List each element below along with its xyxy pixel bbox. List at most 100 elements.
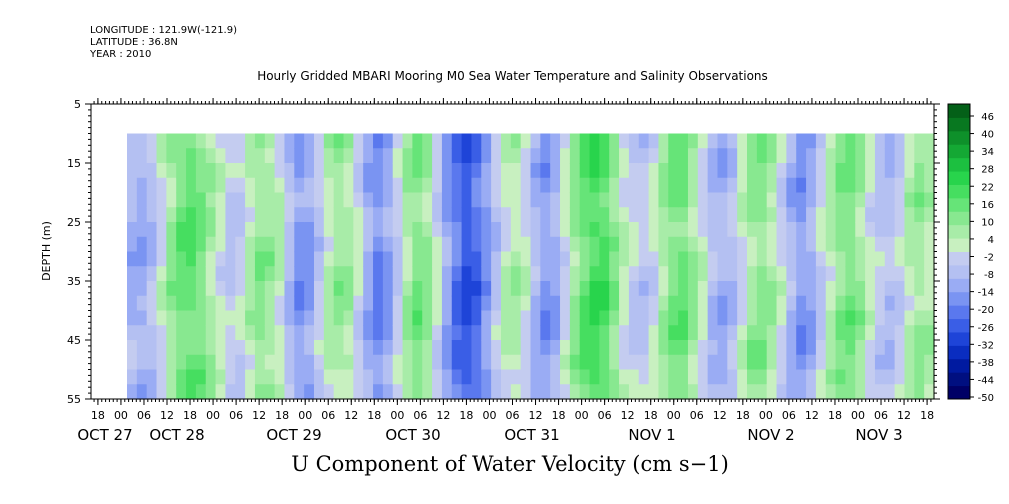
heatmap-cell [392, 163, 404, 179]
heatmap-cell [894, 354, 906, 371]
heatmap-cell [747, 384, 758, 400]
heatmap-cell [687, 340, 699, 356]
heatmap-cell [609, 148, 620, 164]
heatmap-cell [747, 340, 758, 356]
heatmap-cell [284, 192, 295, 208]
heatmap-cell [904, 177, 915, 194]
heatmap-cell [127, 192, 138, 208]
heatmap-cell [245, 236, 256, 253]
heatmap-cell [304, 281, 315, 297]
heatmap-cell [599, 266, 610, 282]
heatmap-cell [205, 281, 217, 297]
heatmap-cell [678, 384, 689, 400]
heatmap-cell [471, 133, 482, 149]
heatmap-cell [412, 340, 423, 356]
heatmap-cell [766, 163, 778, 179]
heatmap-cell [776, 281, 787, 297]
heatmap-cell [619, 340, 630, 356]
heatmap-cell [707, 340, 719, 356]
heatmap-cell [284, 148, 295, 164]
heatmap-cell [550, 281, 561, 297]
heatmap-cell [874, 192, 886, 208]
heatmap-cell [500, 148, 512, 164]
heatmap-cell [648, 295, 660, 312]
heatmap-cell [205, 236, 217, 253]
heatmap-cell [687, 192, 699, 208]
heatmap-cell [353, 222, 364, 238]
heatmap-cell [451, 251, 463, 267]
heatmap-cell [510, 281, 522, 297]
heatmap-cell [235, 251, 246, 267]
heatmap-cell [491, 133, 502, 149]
heatmap-cell [865, 177, 876, 194]
heatmap-cell [343, 295, 354, 312]
heatmap-cell [796, 192, 807, 208]
heatmap-cell [215, 266, 227, 282]
heatmap-cell [550, 340, 561, 356]
heatmap-cell [914, 133, 925, 149]
heatmap-cell [628, 222, 640, 238]
heatmap-cell [313, 192, 325, 208]
heatmap-cell [638, 354, 650, 371]
heatmap-cell [412, 177, 423, 194]
heatmap-cell [146, 281, 158, 297]
heatmap-cell [127, 340, 138, 356]
heatmap-cell [609, 222, 620, 238]
heatmap-cell [186, 295, 197, 312]
x-tick-label: 18 [736, 409, 750, 422]
heatmap-cell [510, 266, 522, 282]
colorbar-label: -2 [984, 253, 994, 264]
heatmap-cell [727, 340, 738, 356]
heatmap-cell [264, 384, 276, 400]
heatmap-cell [737, 310, 748, 326]
heatmap-cell [500, 340, 512, 356]
heatmap-cell [678, 192, 689, 208]
heatmap-cell [313, 207, 325, 223]
heatmap-cell [560, 177, 571, 194]
heatmap-cell [373, 310, 384, 326]
heatmap-cell [589, 163, 600, 179]
heatmap-cell [747, 295, 758, 312]
colorbar-label: -32 [978, 340, 994, 351]
heatmap-cell [186, 192, 197, 208]
heatmap-cell [254, 369, 266, 385]
heatmap-cell [215, 236, 227, 253]
heatmap-cell [530, 163, 541, 179]
heatmap-cell [569, 148, 581, 164]
heatmap-cell [609, 207, 620, 223]
heatmap-cell [264, 207, 276, 223]
heatmap-cell [491, 369, 502, 385]
heatmap-cell [717, 369, 728, 385]
heatmap-cell [678, 281, 689, 297]
heatmap-cell [766, 354, 778, 371]
heatmap-cell [254, 222, 266, 238]
heatmap-cell [707, 310, 719, 326]
heatmap-cell [628, 266, 640, 282]
heatmap-cell [363, 325, 374, 341]
colorbar-segment [948, 385, 970, 400]
heatmap-cell [294, 163, 305, 179]
heatmap-cell [756, 222, 768, 238]
heatmap-cell [333, 295, 345, 312]
colorbar-label: 34 [981, 147, 994, 158]
heatmap-cell [451, 133, 463, 149]
heatmap-cell [589, 148, 600, 164]
heatmap-cell [461, 295, 473, 312]
heatmap-cell [914, 325, 925, 341]
heatmap-cell [235, 222, 246, 238]
heatmap-cell [195, 163, 207, 179]
heatmap-cell [894, 133, 906, 149]
heatmap-cell [835, 384, 847, 400]
heatmap-cell [166, 222, 177, 238]
heatmap-cell [599, 163, 610, 179]
heatmap-cell [166, 177, 177, 194]
heatmap-cell [678, 266, 689, 282]
x-tick-label: 12 [713, 409, 727, 422]
heatmap-cell [668, 354, 679, 371]
heatmap-cell [638, 133, 650, 149]
heatmap-cell [333, 340, 345, 356]
heatmap-cell [540, 325, 551, 341]
heatmap-cell [717, 354, 728, 371]
heatmap-cell [304, 177, 315, 194]
heatmap-cell [235, 133, 246, 149]
